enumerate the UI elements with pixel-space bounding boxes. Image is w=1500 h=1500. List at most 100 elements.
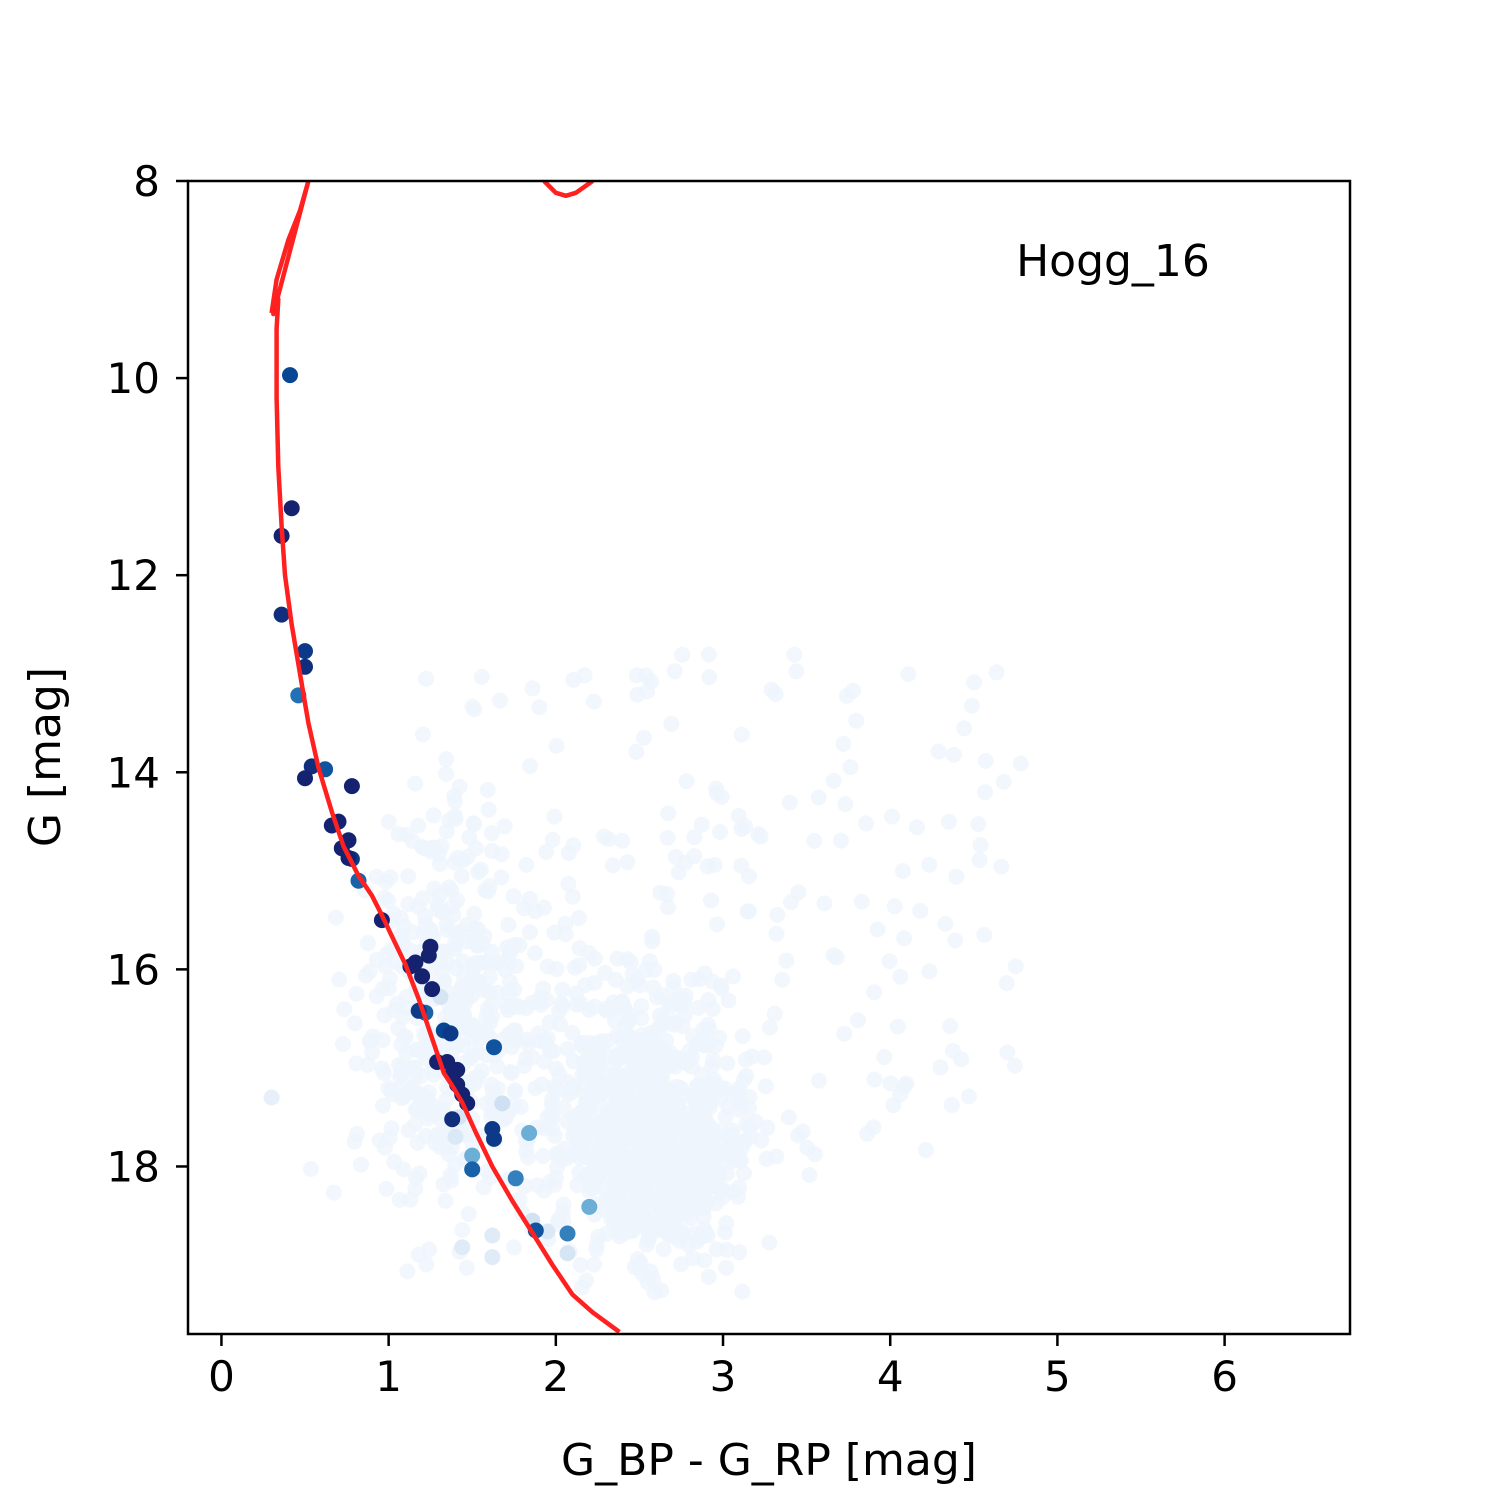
field-star-point	[828, 949, 845, 966]
field-star-point	[489, 1058, 506, 1075]
field-star-point	[533, 1076, 550, 1093]
field-star-point	[945, 1043, 961, 1059]
field-star-point	[578, 1087, 595, 1104]
field-star-point	[849, 1012, 866, 1029]
field-star-point	[625, 1219, 642, 1236]
field-star-point	[628, 743, 645, 760]
member-star-point	[464, 1147, 481, 1164]
field-star-point	[507, 1022, 524, 1039]
field-star-point	[761, 1019, 778, 1036]
field-star-point	[446, 854, 463, 871]
field-star-point	[498, 997, 515, 1014]
field-star-point	[560, 845, 577, 862]
field-star-point	[671, 1158, 687, 1175]
field-star-point	[894, 863, 911, 879]
member-star-point	[424, 981, 441, 998]
field-star-point	[500, 916, 517, 933]
field-star-point	[692, 1228, 709, 1245]
x-tick-label: 4	[877, 1352, 904, 1401]
field-star-point	[659, 829, 676, 846]
field-star-point	[570, 910, 587, 926]
field-star-point	[623, 1062, 640, 1079]
field-star-point	[966, 674, 983, 691]
field-star-point	[720, 992, 737, 1009]
field-star-point	[420, 1084, 437, 1101]
field-star-point	[738, 1051, 754, 1068]
field-star-point	[331, 971, 348, 988]
field-star-point	[571, 1149, 588, 1166]
field-star-point	[666, 1014, 683, 1031]
field-star-point	[545, 1079, 562, 1096]
isochrone-line-main	[269, 181, 621, 1334]
field-star-point	[898, 1075, 915, 1092]
field-star-point	[478, 1008, 495, 1025]
field-star-point	[470, 864, 487, 880]
member-star-point	[444, 1111, 461, 1128]
field-star-point	[414, 890, 431, 907]
field-star-point	[602, 1106, 619, 1123]
field-star-point	[921, 856, 938, 873]
field-star-point	[362, 1032, 379, 1049]
field-star-point	[896, 930, 913, 947]
field-star-point	[464, 1136, 481, 1152]
field-star-point	[858, 815, 875, 832]
field-star-point	[518, 857, 535, 873]
field-star-point	[636, 729, 652, 746]
field-star-point	[541, 1014, 558, 1031]
field-star-point	[631, 1259, 648, 1276]
field-star-point	[404, 833, 421, 849]
field-star-point	[607, 1206, 624, 1223]
field-star-point	[434, 962, 451, 979]
field-star-point	[531, 699, 548, 716]
member-star-point	[297, 770, 313, 787]
x-axis-label: G_BP - G_RP [mag]	[561, 1435, 977, 1486]
field-star-point	[586, 974, 603, 991]
field-star-point	[407, 1059, 424, 1076]
member-star-point	[507, 1170, 524, 1187]
member-star-point	[449, 1061, 466, 1078]
field-star-point	[656, 1098, 673, 1114]
field-star-point	[361, 963, 378, 980]
field-star-point	[415, 726, 431, 743]
field-star-point	[619, 854, 636, 871]
isochrone	[269, 181, 621, 1334]
field-star-point	[866, 1071, 883, 1088]
field-star-point	[576, 1123, 593, 1140]
member-star-point	[422, 938, 439, 955]
field-star-point	[551, 1003, 567, 1020]
y-tick-label: 18	[107, 1142, 160, 1191]
field-star-point	[614, 832, 631, 849]
field-star-point	[709, 916, 726, 933]
field-star-point	[461, 829, 478, 846]
field-star-point	[390, 1057, 407, 1073]
x-tick-label: 1	[375, 1352, 402, 1401]
field-star-point	[535, 1148, 552, 1164]
field-star-point	[683, 971, 700, 988]
field-star-point	[383, 1120, 400, 1137]
field-star-point	[732, 1152, 749, 1169]
field-star-point	[395, 1161, 412, 1178]
member-star-point	[484, 1249, 501, 1266]
field-star-point	[443, 882, 460, 899]
field-star-point	[733, 820, 750, 837]
field-star-point	[1007, 958, 1024, 975]
field-star-point	[560, 875, 577, 892]
field-star-point	[557, 926, 574, 943]
field-star-point	[947, 932, 964, 949]
member-star-point	[447, 1128, 464, 1145]
field-star-point	[412, 1096, 429, 1113]
field-star-point	[409, 1134, 426, 1151]
field-star-point	[386, 1002, 403, 1019]
field-star-point	[374, 1097, 391, 1114]
field-star-point	[700, 646, 717, 663]
field-star-point	[700, 1268, 717, 1285]
x-axis-ticks: 0 1 2 3 4 5 6	[208, 1334, 1238, 1401]
field-star-point	[716, 1080, 733, 1097]
field-star-point	[702, 1130, 719, 1147]
field-star-point	[527, 945, 543, 962]
field-star-point	[580, 1050, 597, 1067]
field-star-point	[571, 1164, 588, 1181]
field-star-point	[477, 882, 494, 899]
field-star-point	[334, 1036, 351, 1052]
field-star-point	[930, 743, 947, 760]
